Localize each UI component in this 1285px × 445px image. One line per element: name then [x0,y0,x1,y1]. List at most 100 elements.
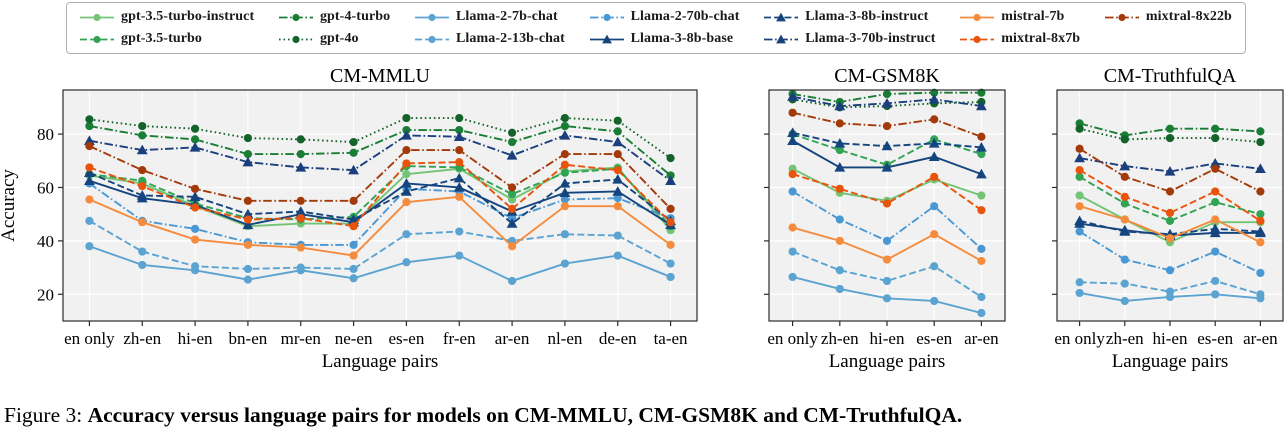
data-point [242,156,254,167]
data-point [930,202,939,211]
data-point [84,175,95,186]
chart-cm-truthfulqa: en only zh-en hi-en es-en ar-en CM-TruthfulQA… [1052,65,1284,372]
x-axis-label: Language pairs [1112,351,1229,372]
series-gpt-3.5-turbo [1075,172,1265,225]
data-point [243,149,253,159]
data-point [1075,172,1084,181]
data-point [1120,172,1129,181]
data-point [1120,135,1129,144]
data-point [560,230,570,239]
data-point [834,162,846,172]
data-point [977,292,986,302]
data-point [1211,198,1220,207]
series-llama-3-8b-instruct [1074,215,1266,239]
x-tick-label: ne-en [335,329,373,348]
data-point [1211,290,1220,299]
series-line [88,182,671,246]
data-point [559,178,571,188]
x-tick-label: de-en [599,329,637,348]
y-tick-label: 80 [37,125,54,144]
series-gpt-4-turbo [85,121,675,180]
data-point [788,170,797,179]
x-tick-label: fr-en [443,329,476,348]
x-tick-label: es-en [388,329,424,348]
data-point [1165,234,1175,243]
series-mixtral-8x7b [85,158,675,231]
series-line [89,245,671,282]
data-point [613,116,622,125]
data-point [613,231,622,240]
data-point [1256,210,1265,219]
data-point [85,195,94,204]
series-line [1079,175,1261,222]
legend-item-llama-2-7b-chat: Llama-2-7b-chat [414,9,565,25]
y-axis-label: Accuracy [0,169,19,242]
x-tick-label: en only [1054,329,1105,348]
data-point [455,125,464,135]
legend-label: gpt-3.5-turbo [121,31,203,46]
data-point [349,264,358,274]
data-point [453,131,465,141]
data-point [1120,192,1129,201]
data-point [1120,215,1129,224]
data-point [1211,276,1220,286]
data-point [1075,166,1084,175]
series-line [88,220,672,270]
legend-item-mixtral-8x7b: mixtral-8x7b [960,31,1080,47]
data-point [1165,208,1175,217]
legend-line-sample-icon [414,35,449,43]
data-point [296,149,305,159]
data-point [453,182,465,192]
data-point [834,100,846,111]
data-point [190,184,200,193]
data-point [1120,279,1129,288]
series-line [792,173,982,211]
data-point [296,243,305,252]
data-point [1120,255,1129,264]
data-point [189,191,201,202]
data-point [455,158,464,167]
data-point [296,263,305,272]
data-point [507,276,517,286]
x-tick-label: ar-en [964,329,999,348]
legend-line-sample-icon [278,13,313,21]
data-point [977,308,986,318]
data-point [136,190,148,200]
legend-label: mixtral-8x7b [1001,31,1081,46]
legend-item-mistral-7b: mistral-7b [960,9,1080,25]
x-tick-label: zh-en [123,329,161,348]
legend-label: gpt-3.5-turbo-instruct [121,9,255,24]
data-point [138,218,147,227]
data-point [835,215,844,224]
data-point [977,191,986,200]
legend-item-mixtral-8x22b: mixtral-8x22b [1104,9,1232,25]
data-point [401,129,412,140]
y-tick-label: 40 [37,232,54,251]
x-tick-label: bn-en [229,329,268,348]
legend-label: gpt-4-turbo [319,9,391,24]
data-point [835,236,844,245]
data-point [85,242,94,251]
data-point [1165,266,1175,275]
data-point [665,175,676,186]
x-tick-label: en only [767,329,818,348]
series-line [1079,279,1261,296]
legend-item-gpt-3.5-turbo-instruct: gpt-3.5-turbo-instruct [80,9,254,25]
data-point [402,258,411,267]
data-point [612,136,624,147]
data-point [1165,216,1175,225]
data-point [1165,124,1175,133]
data-point [976,168,987,179]
data-point [834,138,846,148]
data-point [835,266,844,275]
data-point [349,222,358,231]
legend-item-gpt-4o: gpt-4o [278,31,390,47]
data-point [190,235,200,244]
series-mixtral-8x7b [1075,166,1265,225]
legend-line-sample-icon [589,13,624,21]
data-point [349,240,358,249]
data-point [612,174,624,184]
data-point [138,121,147,131]
data-point [1211,133,1220,143]
data-point [1209,223,1221,234]
